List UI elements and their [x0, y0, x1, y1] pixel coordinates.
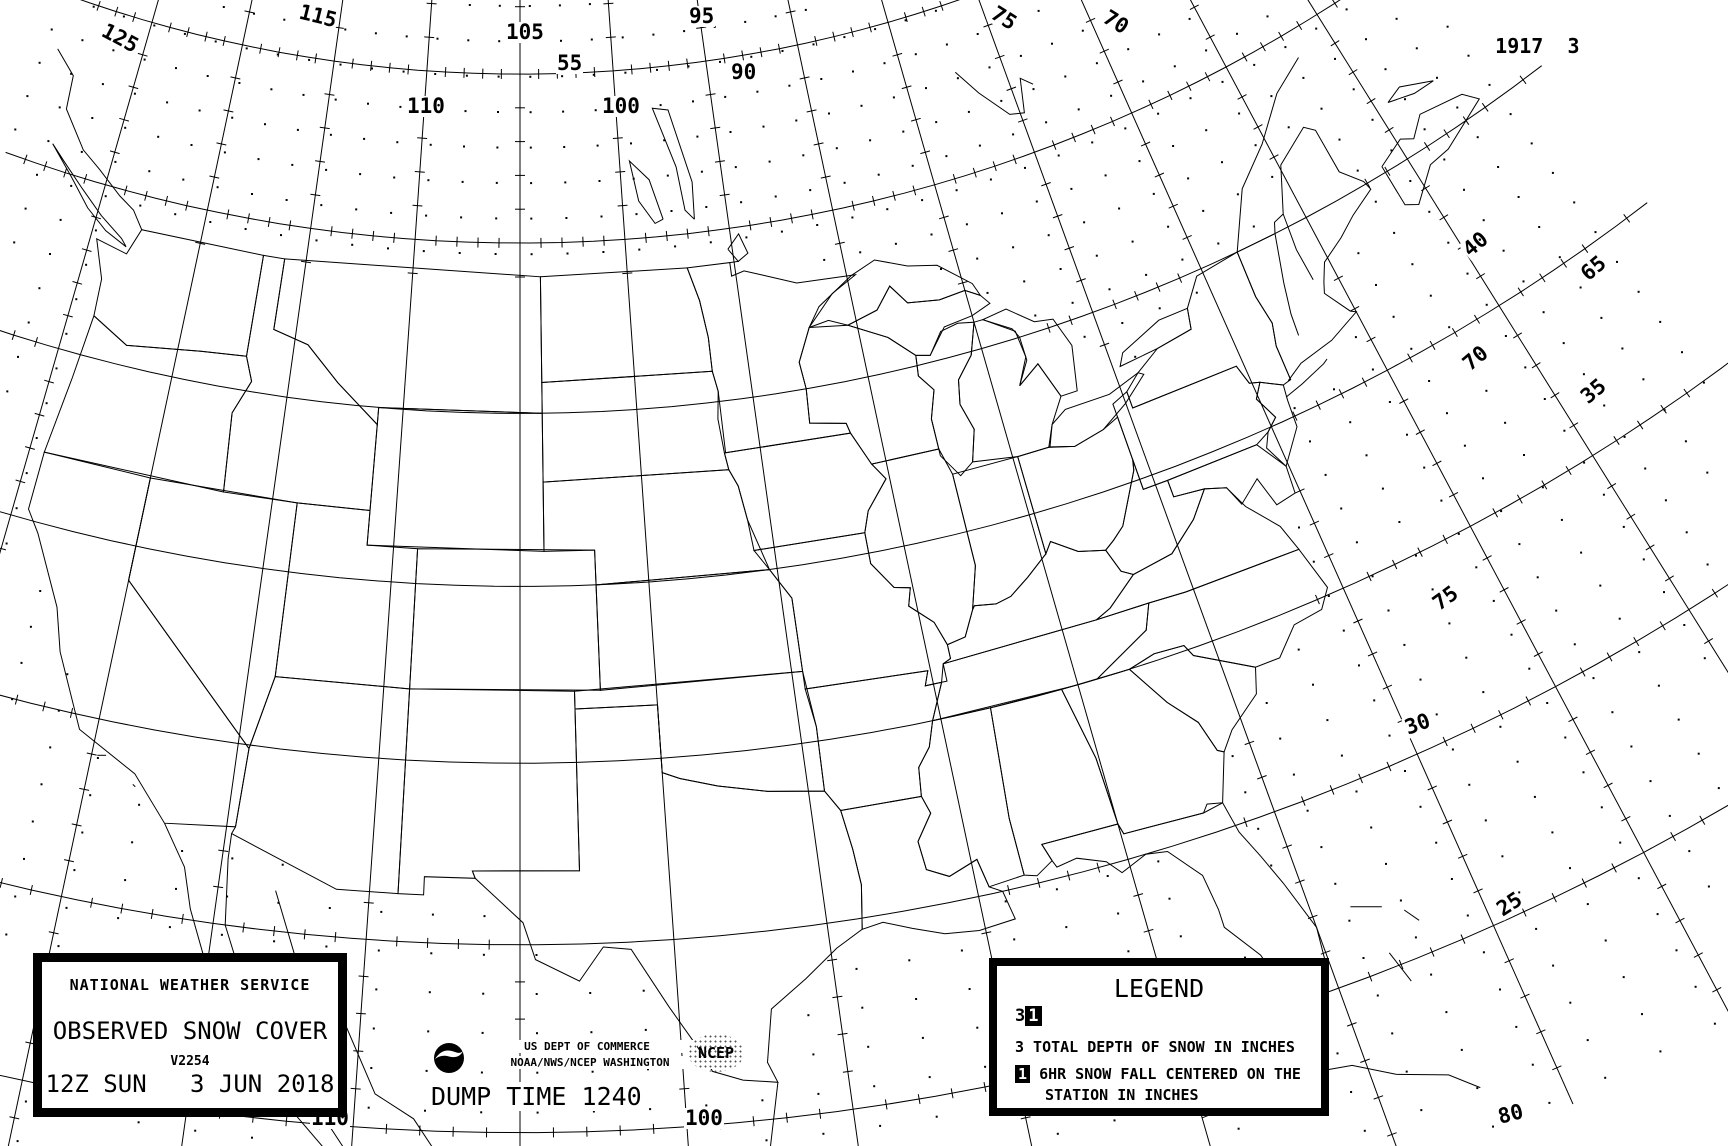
noaa-nws-ncep-line: NOAA/NWS/NCEP WASHINGTON — [465, 1056, 715, 1069]
station-value: 3 — [1567, 34, 1580, 58]
legend-fall-bullet: 1 — [1015, 1065, 1031, 1083]
legend-fall-line2: STATION IN INCHES — [1045, 1086, 1199, 1104]
station-id: 1917 — [1495, 34, 1544, 58]
title-box: NATIONAL WEATHER SERVICE OBSERVED SNOW C… — [33, 953, 347, 1117]
legend-sample-depth: 3 — [1015, 1006, 1026, 1026]
legend-depth-line: 3 TOTAL DEPTH OF SNOW IN INCHES — [1015, 1038, 1295, 1056]
legend-title: LEGEND — [1113, 974, 1205, 1003]
ncep-seal: NCEP — [688, 1034, 744, 1072]
product-version: V2254 — [170, 1054, 210, 1069]
valid-datetime: 12Z SUN 3 JUN 2018 — [45, 1070, 335, 1098]
station-plot: 1917 3 — [1447, 10, 1579, 82]
product-title: OBSERVED SNOW COVER — [52, 1017, 328, 1045]
noaa-logo-icon — [434, 1043, 464, 1073]
agency-name: NATIONAL WEATHER SERVICE — [69, 976, 311, 994]
legend-sample-fall: 1 — [1025, 1006, 1042, 1026]
dump-time: DUMP TIME 1240 — [431, 1082, 642, 1111]
dept-of-commerce-line: US DEPT OF COMMERCE — [477, 1040, 697, 1053]
ncep-label: NCEP — [697, 1044, 735, 1062]
legend-fall-text: 6HR SNOW FALL CENTERED ON THE — [1039, 1065, 1301, 1083]
legend-fall-line: 1 6HR SNOW FALL CENTERED ON THE — [1015, 1065, 1301, 1083]
